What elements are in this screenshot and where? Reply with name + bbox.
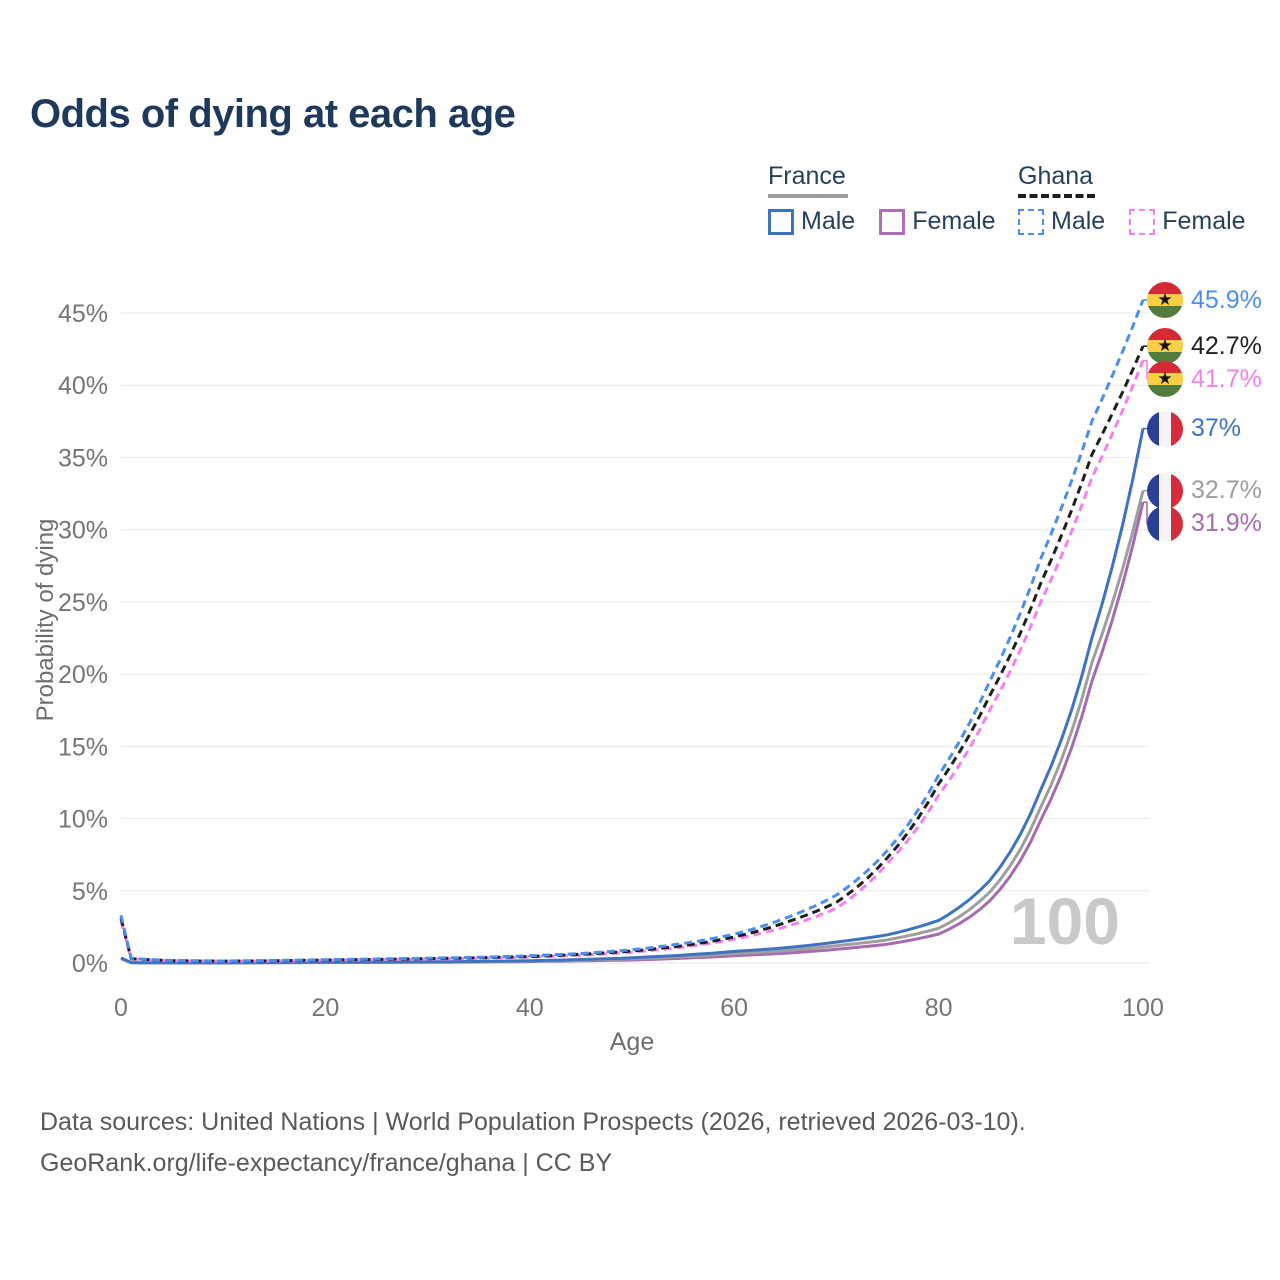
end-value-label: 37%	[1191, 414, 1242, 443]
y-tick-label: 5%	[72, 878, 108, 906]
series-end-label: 31.9%	[1147, 505, 1262, 542]
x-tick-label: 0	[114, 994, 128, 1022]
end-value-label: 32.7%	[1191, 476, 1262, 505]
footer: Data sources: United Nations | World Pop…	[40, 1102, 1026, 1184]
y-tick-label: 40%	[58, 372, 108, 400]
series-end-label: 32.7%	[1147, 472, 1262, 509]
ghana-female-swatch-icon	[1129, 208, 1156, 235]
chart-title: Odds of dying at each age	[30, 92, 516, 136]
legend-group-ghana: Ghana Male Female	[1018, 162, 1246, 236]
footer-source-line: Data sources: United Nations | World Pop…	[40, 1108, 1026, 1136]
series-end-label: 41.7%	[1147, 361, 1262, 398]
ghana-male-swatch-icon	[1018, 208, 1044, 235]
x-axis-title: Age	[609, 1028, 655, 1056]
y-tick-label: 10%	[58, 806, 108, 834]
end-value-label: 42.7%	[1191, 331, 1262, 360]
series-end-label: 45.9%	[1147, 282, 1262, 318]
mortality-line-chart: 100 0% 5% 10% 15% 20% 25% 30% 35% 40% 45% 0 20 40 60 80…	[58, 299, 1164, 1022]
france-flag-icon	[1147, 472, 1183, 509]
legend-group-ghana-label: Ghana	[1018, 162, 1096, 198]
y-tick-label: 35%	[58, 444, 108, 472]
ghana-flag-icon	[1147, 282, 1183, 318]
legend-item-ghana-male[interactable]: Male	[1018, 207, 1105, 236]
x-tick-label: 20	[311, 994, 339, 1022]
legend-group-france-label: France	[768, 162, 848, 198]
ghana-flag-icon	[1147, 328, 1183, 365]
footer-attribution-line: GeoRank.org/life-expectancy/france/ghana…	[40, 1149, 613, 1177]
legend-item-label: Female	[1162, 207, 1246, 235]
france-male-swatch-icon	[768, 208, 794, 235]
legend-item-label: Female	[912, 207, 996, 235]
series-line	[119, 299, 1145, 963]
end-value-label: 31.9%	[1191, 509, 1262, 538]
y-tick-label: 25%	[58, 589, 108, 617]
x-tick-label: 40	[516, 994, 544, 1022]
y-tick-label: 0%	[72, 950, 108, 978]
series-end-label: 42.7%	[1147, 328, 1262, 365]
legend-item-label: Male	[1051, 207, 1106, 235]
series-line	[120, 428, 1145, 965]
legend-item-label: Male	[801, 207, 856, 235]
ghana-flag-icon	[1147, 361, 1183, 398]
legend-item-france-male[interactable]: Male	[768, 207, 855, 236]
france-flag-icon	[1147, 410, 1183, 447]
y-axis-title: Probability of dying	[32, 518, 59, 722]
x-tick-label: 100	[1122, 994, 1164, 1022]
series-line	[119, 345, 1145, 963]
x-tick-label: 80	[925, 994, 953, 1022]
series-line	[120, 490, 1145, 965]
legend-group-france: France Male Female	[768, 162, 996, 236]
y-tick-label: 30%	[58, 517, 108, 545]
france-flag-icon	[1147, 505, 1183, 542]
legend-item-ghana-female[interactable]: Female	[1129, 207, 1246, 236]
series-end-label: 37%	[1147, 410, 1242, 447]
series-line	[119, 360, 1145, 963]
end-value-label: 45.9%	[1191, 285, 1262, 314]
y-tick-label: 20%	[58, 661, 108, 689]
age-watermark: 100	[1010, 884, 1120, 958]
legend-item-france-female[interactable]: Female	[879, 207, 996, 236]
end-value-label: 41.7%	[1191, 364, 1262, 393]
x-tick-label: 60	[720, 994, 748, 1022]
france-female-swatch-icon	[879, 208, 906, 235]
y-tick-label: 45%	[58, 300, 108, 328]
y-tick-label: 15%	[58, 733, 108, 761]
